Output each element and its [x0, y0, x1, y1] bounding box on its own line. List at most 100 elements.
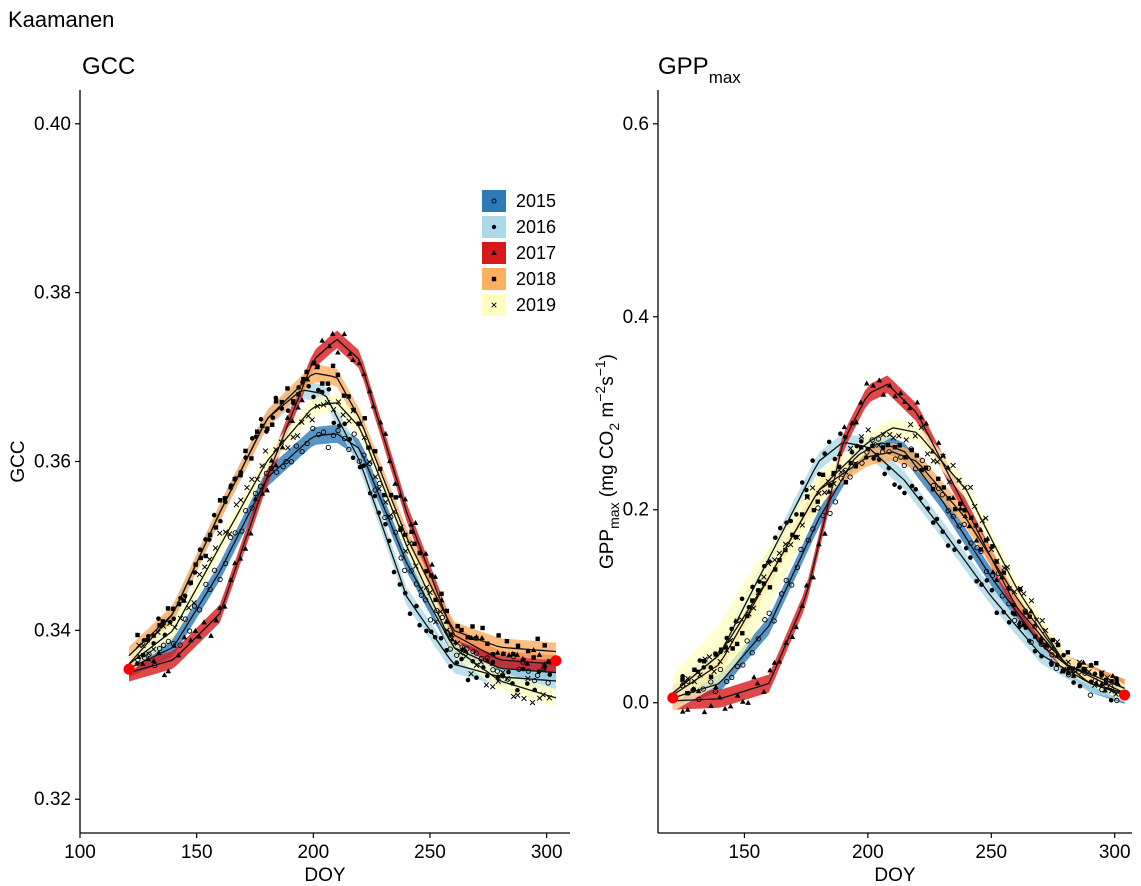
- data-point-2017: [196, 633, 203, 639]
- data-point-2016: [448, 663, 453, 669]
- data-point-2017: [1098, 681, 1105, 687]
- data-point-2017: [945, 464, 951, 470]
- data-point-2018: [393, 495, 398, 500]
- data-point-2015: [203, 581, 209, 588]
- data-point-2018: [1043, 642, 1049, 647]
- data-point-2016: [273, 395, 279, 401]
- data-point-2018: [713, 652, 719, 657]
- fit-line-2016: [672, 442, 1125, 694]
- data-point-2015: [717, 666, 724, 673]
- data-point-2015: [771, 618, 777, 624]
- legend-label: 2016: [516, 217, 556, 237]
- data-point-2019: [799, 522, 806, 528]
- x-tick-label: 250: [975, 842, 1007, 863]
- data-point-2016: [218, 518, 223, 524]
- data-point-2015: [243, 508, 249, 514]
- data-point-2016: [832, 456, 838, 462]
- data-point-2019: [437, 609, 444, 615]
- data-point-2016: [547, 672, 553, 677]
- data-point-2018: [973, 523, 979, 528]
- data-point-2018: [843, 480, 849, 485]
- data-point-2018: [793, 534, 799, 540]
- data-point-2016: [826, 439, 832, 445]
- data-point-2019: [366, 459, 373, 465]
- data-point-2016: [474, 675, 479, 680]
- data-point-2017: [341, 331, 348, 337]
- data-point-2015: [165, 638, 172, 645]
- data-point-2016: [391, 569, 397, 575]
- data-point-2017: [751, 674, 757, 680]
- data-point-2015: [316, 431, 322, 438]
- data-point-2018: [346, 394, 351, 399]
- data-point-2019: [711, 668, 717, 675]
- data-point-2019: [865, 427, 872, 433]
- data-point-2018: [734, 641, 740, 647]
- data-point-2015: [342, 435, 348, 442]
- data-point-2019: [994, 558, 1000, 564]
- data-point-2016: [909, 483, 915, 489]
- x-tick-label: 250: [414, 842, 446, 863]
- fit-line-2015: [672, 442, 1125, 699]
- gppmax-fit-lines: [672, 383, 1125, 702]
- gppmax-axes: 0.0 0.2 0.4 0.6 150 200 250 300 DOY GPPmax (mg CO…: [592, 90, 1132, 886]
- data-point-2018: [455, 623, 460, 629]
- data-point-2018: [1050, 637, 1055, 643]
- data-point-2015: [783, 577, 789, 583]
- data-point-2017: [299, 397, 305, 403]
- data-point-2018: [1109, 679, 1114, 684]
- data-point-2017: [940, 452, 946, 458]
- data-point-2015: [827, 510, 833, 517]
- data-point-2017: [906, 405, 913, 411]
- data-point-2016: [258, 416, 264, 422]
- data-point-2016: [913, 487, 919, 492]
- data-point-2016: [1092, 671, 1098, 677]
- data-point-2018: [1103, 677, 1109, 683]
- data-point-2018: [897, 443, 902, 448]
- data-point-2019: [510, 693, 517, 700]
- data-point-2015: [356, 458, 363, 464]
- data-point-2019: [468, 671, 474, 677]
- data-point-2018: [249, 456, 254, 461]
- gcc-axes: 0.32 0.34 0.36 0.38 0.40 100 150 200 250 300 DOY GC…: [8, 90, 570, 886]
- data-point-2019: [202, 564, 208, 570]
- data-point-2015: [232, 530, 238, 536]
- data-point-2018: [285, 386, 290, 391]
- data-point-2017: [161, 672, 168, 678]
- data-point-2015: [724, 678, 730, 685]
- data-point-2018: [217, 498, 223, 503]
- data-point-2015: [288, 459, 295, 465]
- data-point-2016: [342, 421, 348, 427]
- data-point-2017: [1012, 611, 1018, 617]
- data-point-2016: [1061, 652, 1066, 658]
- data-point-2017: [822, 530, 828, 536]
- data-point-2019: [1011, 589, 1018, 595]
- data-point-2018: [919, 467, 924, 473]
- data-point-2016: [211, 512, 217, 518]
- data-point-2019: [432, 619, 439, 625]
- data-point-2019: [181, 597, 187, 603]
- data-point-2017: [1020, 622, 1027, 628]
- data-point-2016: [1049, 662, 1054, 667]
- gcc-ribbons: [129, 330, 556, 707]
- data-point-2018: [424, 569, 429, 574]
- y-tick-label: 0.40: [34, 114, 71, 135]
- data-point-2016: [141, 638, 147, 643]
- data-point-2016: [849, 450, 855, 455]
- data-point-2017: [853, 419, 860, 425]
- data-point-2019: [489, 683, 496, 690]
- data-point-2017: [402, 496, 409, 502]
- data-point-2016: [810, 458, 815, 463]
- data-point-2015: [1087, 692, 1094, 698]
- data-point-2018: [496, 633, 501, 638]
- data-point-2016: [902, 490, 907, 496]
- data-point-2017: [506, 652, 512, 658]
- legend-marker: [491, 198, 497, 204]
- data-point-2015: [531, 677, 538, 684]
- data-point-2017: [745, 699, 751, 705]
- data-point-2015: [1108, 683, 1114, 689]
- data-point-2019: [262, 448, 269, 454]
- fit-line-2018: [128, 372, 557, 657]
- data-point-2018: [417, 550, 422, 556]
- data-point-2018: [815, 499, 820, 504]
- data-point-2017: [1093, 680, 1100, 686]
